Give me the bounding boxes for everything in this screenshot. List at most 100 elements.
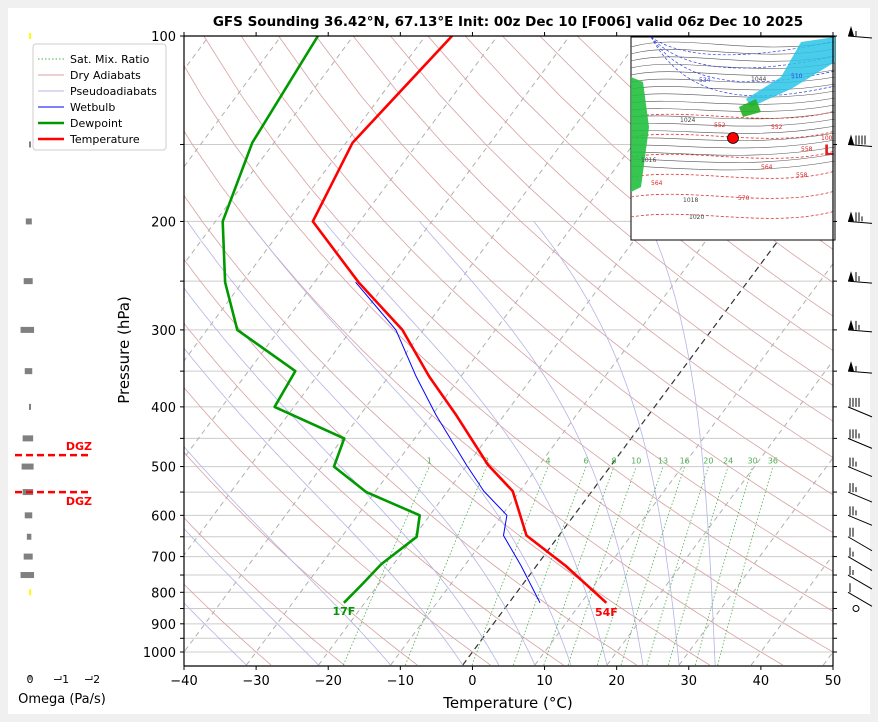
precip-area-west [631,77,649,192]
x-tick-label: −30 [242,674,269,689]
zero-isotherm [462,165,833,666]
precip-area-green [739,99,761,117]
dry-adiabat [184,322,564,666]
dry-adiabat [184,583,272,666]
inset-contour-label: 1018 [683,197,698,204]
inset-contour-label: 564 [651,180,663,187]
inset-contour-label: 510 [791,73,803,80]
x-tick-label: −20 [315,674,342,689]
cold-contour [650,36,836,56]
mixing-ratio-label: 4 [545,457,550,466]
inset-contour-label: 1024 [680,117,695,124]
inset-contour-label: 1020 [689,214,704,221]
barb-pennant [848,211,854,222]
omega-axis-label: Omega (Pa/s) [18,692,106,707]
wind-barb [847,134,873,147]
mixing-ratio-line [405,466,487,666]
dry-adiabat [315,36,833,496]
isobar-contour [630,76,836,84]
omega-bar [23,278,33,285]
legend-item: Pseudoadiabats [70,85,157,98]
isotherm [678,457,833,666]
omega-bar [24,368,33,375]
mixing-ratio-label: 10 [631,457,641,466]
omega-bar [22,435,34,442]
wind-barb [852,605,860,613]
cold-contour [650,36,836,83]
x-tick-label: 0 [468,674,476,689]
pseudoadiabat [186,221,536,666]
barb-pennant [848,361,854,372]
isotherm [318,36,787,666]
wind-barb [847,26,873,39]
surface-dewpoint-label: 17F [332,605,355,618]
wind-barb [847,211,873,224]
mixing-ratio-label: 30 [748,457,758,466]
omega-bar [25,218,32,225]
wind-barb [847,429,873,449]
isobar-contour [630,139,836,149]
surface-temperature-label: 54F [595,606,618,619]
dry-adiabat [184,258,637,666]
omega-tick-label: −1 [53,673,69,686]
omega-bar [26,533,32,540]
omega-tick-label: −2 [84,673,100,686]
y-tick-label: 200 [151,215,176,230]
isobar-contour [630,125,836,134]
mixing-ratio-label: 13 [658,457,668,466]
inset-contour-label: 558 [801,146,813,153]
height-contour [630,190,836,199]
barb-staff [847,491,873,503]
dry-adiabat [184,517,345,666]
barb-staff [847,370,873,374]
y-tick-label: 1000 [143,646,176,661]
dry-adiabat [184,194,711,666]
isotherm [184,36,426,362]
mixing-ratio-line [343,466,430,666]
barb-pennant [848,26,854,36]
inset-contour-label: 558 [796,172,808,179]
inset-contour-label: 552 [771,124,783,131]
x-tick-label: 30 [681,674,698,689]
omega-bar [29,403,31,410]
inset-contour-label: 100 [821,135,833,142]
dry-adiabat [184,130,784,666]
x-axis-label: Temperature (°C) [442,694,572,712]
barb-pennant [848,134,854,145]
barb-staff [847,280,873,284]
dry-adiabat [240,36,833,572]
isobar-contour [630,83,836,91]
dry-adiabat [203,36,833,612]
x-tick-label: −40 [170,674,197,689]
x-tick-label: 10 [536,674,553,689]
dry-adiabat [184,64,833,653]
pseudoadiabat [184,446,391,666]
wind-barb [847,527,873,552]
isotherm [750,554,833,666]
inset-contour-label: L [824,143,833,159]
barb-staff [847,329,873,333]
legend-item: Sat. Mix. Ratio [70,53,150,66]
isobar-contour [630,90,836,98]
omega-bar [24,512,33,519]
inset-contour-label: 570 [738,195,750,202]
inset-contour-label: 534 [699,77,711,84]
inset-contour-label: 564 [761,164,773,171]
x-tick-label: 40 [753,674,770,689]
barb-pennant [848,271,854,282]
wind-barb [847,547,873,572]
isobar-contour [630,160,836,171]
calm-circle [852,605,860,613]
barb-staff [847,536,873,552]
legend-item: Temperature [69,133,140,146]
height-contour [630,170,836,179]
wind-barb [847,566,873,590]
dry-adiabat [464,36,833,352]
mixing-ratio-line [717,466,774,666]
pseudoadiabat [184,347,464,666]
isobar-contour [630,104,836,112]
mixing-ratio-line [513,466,587,666]
inset-map: 1044 534 510 1024 552 552 558 1016 564 570 1018 102… [630,36,836,241]
barb-staff [847,514,873,526]
